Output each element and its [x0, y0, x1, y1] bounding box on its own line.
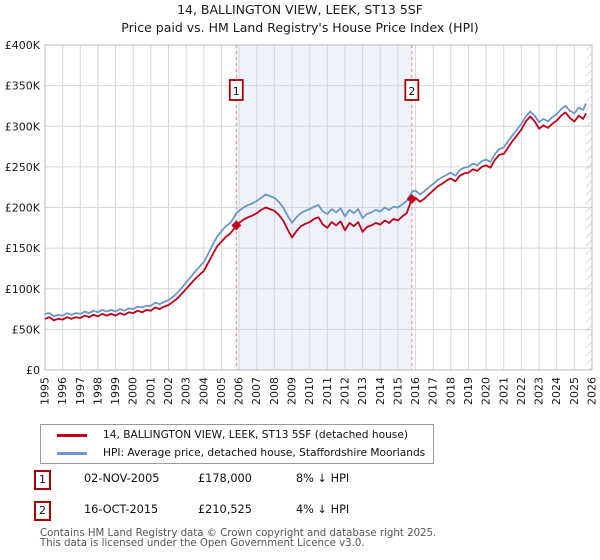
x-tick-label: 2016	[409, 377, 422, 405]
x-tick-label: 2007	[250, 377, 263, 405]
footer-line-1: Contains HM Land Registry data © Crown c…	[40, 528, 437, 539]
future-hatch-region	[586, 45, 592, 370]
legend-label: 14, BALLINGTON VIEW, LEEK, ST13 5SF (det…	[103, 429, 408, 441]
x-tick-label: 2018	[444, 377, 457, 405]
sale-row: 2 16-OCT-2015 £210,525 4% ↓ HPI	[0, 501, 600, 523]
x-tick-label: 2021	[497, 377, 510, 405]
y-tick-label: £100K	[5, 283, 41, 296]
sale-number-label: 2	[408, 85, 415, 98]
sale-number-box: 1	[34, 470, 51, 490]
sale-price: £178,000	[198, 472, 252, 485]
sale-number-label: 1	[233, 85, 240, 98]
sale-row: 1 02-NOV-2005 £178,000 8% ↓ HPI	[0, 470, 600, 492]
x-tick-label: 2002	[162, 377, 175, 405]
footer-line-2: This data is licensed under the Open Gov…	[40, 538, 365, 549]
x-tick-label: 1997	[74, 377, 87, 405]
y-tick-label: £400K	[5, 39, 41, 52]
x-tick-label: 2025	[568, 377, 581, 405]
x-tick-label: 2013	[356, 377, 369, 405]
legend-item: 14, BALLINGTON VIEW, LEEK, ST13 5SF (det…	[41, 427, 433, 443]
legend-label: HPI: Average price, detached house, Staf…	[103, 447, 426, 459]
legend-line-hpi	[57, 451, 87, 455]
sale-date: 16-OCT-2015	[84, 503, 159, 516]
legend-line-property	[57, 433, 87, 437]
x-tick-label: 1998	[91, 377, 104, 405]
sale-hpi-note: 4% ↓ HPI	[296, 503, 350, 516]
x-tick-label: 2012	[338, 377, 351, 405]
sale-price: £210,525	[198, 503, 252, 516]
x-tick-label: 2014	[374, 377, 387, 405]
sale-date: 02-NOV-2005	[84, 472, 160, 485]
x-tick-label: 2001	[144, 377, 157, 405]
sale-number-box: 2	[34, 501, 51, 521]
sale-hpi-note: 8% ↓ HPI	[296, 472, 350, 485]
x-tick-label: 2000	[127, 377, 140, 405]
x-tick-label: 2017	[427, 377, 440, 405]
plot-border	[44, 44, 593, 371]
footer-attribution: Contains HM Land Registry data © Crown c…	[40, 528, 437, 549]
sale-number-box	[404, 79, 420, 101]
hpi-line	[44, 103, 587, 318]
x-tick-label: 2026	[586, 377, 599, 405]
y-tick-label: £300K	[5, 120, 41, 133]
x-tick-label: 2010	[303, 377, 316, 405]
x-tick-label: 2003	[180, 377, 193, 405]
property-price-line	[44, 111, 587, 322]
y-tick-label: £350K	[5, 80, 41, 93]
x-tick-label: 2006	[233, 377, 246, 405]
y-tick-label: £200K	[5, 202, 41, 215]
x-tick-label: 2011	[321, 377, 334, 405]
x-tick-label: 2005	[215, 377, 228, 405]
x-tick-label: 1999	[109, 377, 122, 405]
x-tick-label: 2019	[462, 377, 475, 405]
x-tick-label: 2023	[533, 377, 546, 405]
sale-marker	[231, 220, 242, 231]
x-tick-label: 2004	[197, 377, 210, 405]
x-tick-label: 2020	[480, 377, 493, 405]
x-tick-label: 1996	[56, 377, 69, 405]
y-tick-label: £0	[26, 364, 40, 377]
chart-legend: 14, BALLINGTON VIEW, LEEK, ST13 5SF (det…	[40, 424, 434, 464]
x-tick-label: 1995	[39, 377, 52, 405]
x-tick-label: 2022	[515, 377, 528, 405]
legend-item: HPI: Average price, detached house, Staf…	[41, 445, 433, 461]
y-tick-label: £150K	[5, 242, 41, 255]
x-tick-label: 2008	[268, 377, 281, 405]
sale-marker	[406, 193, 417, 204]
chart-title: 14, BALLINGTON VIEW, LEEK, ST13 5SF	[177, 2, 423, 17]
x-tick-label: 2015	[391, 377, 404, 405]
y-tick-label: £250K	[5, 161, 41, 174]
chart-subtitle: Price paid vs. HM Land Registry's House …	[121, 20, 479, 35]
y-tick-label: £50K	[12, 323, 41, 336]
price-history-chart: 1995 1996 1997 1998 1999 2000 2001 2002 2003 2004…	[5, 39, 599, 405]
x-tick-label: 2009	[286, 377, 299, 405]
sale-number-box	[228, 79, 244, 101]
x-tick-label: 2024	[550, 377, 563, 405]
